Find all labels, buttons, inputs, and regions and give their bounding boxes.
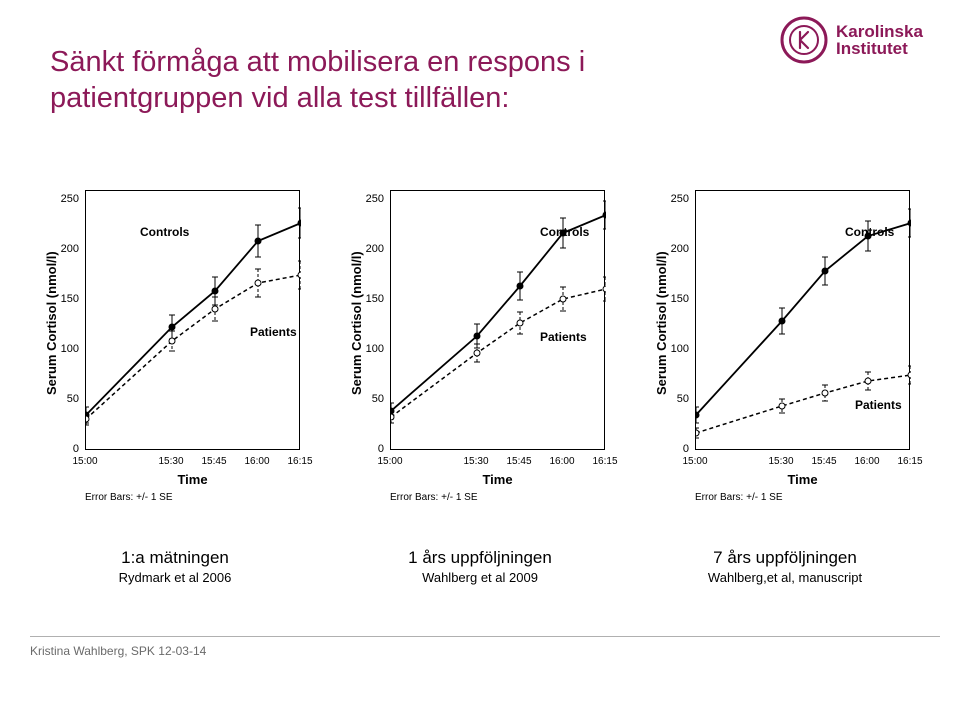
patients-label: Patients	[250, 325, 297, 339]
y-axis-label: Serum Cortisol (nmol/l)	[44, 251, 59, 395]
y-tick-label: 150	[55, 293, 79, 305]
y-tick-label: 150	[360, 293, 384, 305]
caption-3: 7 års uppföljningen Wahlberg,et al, manu…	[640, 548, 930, 585]
y-tick-label: 50	[665, 393, 689, 405]
caption-1: 1:a mätningen Rydmark et al 2006	[30, 548, 320, 585]
error-bar-note: Error Bars: +/- 1 SE	[390, 492, 478, 503]
caption-2-main: 1 års uppföljningen	[335, 548, 625, 568]
x-tick-label: 15:00	[677, 456, 713, 467]
x-tick-label: 16:00	[849, 456, 885, 467]
y-tick-label: 250	[55, 193, 79, 205]
y-tick-label: 0	[665, 443, 689, 455]
x-tick-label: 15:45	[501, 456, 537, 467]
slide-title: Sänkt förmåga att mobilisera en respons …	[50, 44, 750, 117]
x-tick-label: 15:30	[763, 456, 799, 467]
x-tick-label: 15:45	[196, 456, 232, 467]
caption-1-main: 1:a mätningen	[30, 548, 320, 568]
y-axis-label: Serum Cortisol (nmol/l)	[349, 251, 364, 395]
caption-2: 1 års uppföljningen Wahlberg et al 2009	[335, 548, 625, 585]
y-tick-label: 100	[55, 343, 79, 355]
controls-label: Controls	[140, 225, 189, 239]
chart-captions: 1:a mätningen Rydmark et al 2006 1 års u…	[30, 548, 930, 585]
caption-1-sub: Rydmark et al 2006	[30, 570, 320, 585]
x-tick-label: 15:30	[458, 456, 494, 467]
y-tick-label: 100	[665, 343, 689, 355]
y-tick-label: 200	[665, 243, 689, 255]
patients-label: Patients	[855, 398, 902, 412]
y-axis-label: Serum Cortisol (nmol/l)	[654, 251, 669, 395]
caption-2-sub: Wahlberg et al 2009	[335, 570, 625, 585]
caption-3-main: 7 års uppföljningen	[640, 548, 930, 568]
y-tick-label: 250	[360, 193, 384, 205]
controls-label: Controls	[845, 225, 894, 239]
x-tick-label: 15:00	[67, 456, 103, 467]
controls-label: Controls	[540, 225, 589, 239]
x-tick-label: 16:00	[239, 456, 275, 467]
patients-label: Patients	[540, 330, 587, 344]
x-tick-label: 16:15	[587, 456, 623, 467]
x-tick-label: 16:15	[282, 456, 318, 467]
plot-area	[85, 190, 300, 450]
x-tick-label: 15:00	[372, 456, 408, 467]
y-tick-label: 0	[55, 443, 79, 455]
footer-text: Kristina Wahlberg, SPK 12-03-14	[30, 644, 206, 658]
chart-2: Serum Cortisol (nmol/l) 0 50 100 150 200 250 15…	[335, 180, 625, 520]
chart-1: Serum Cortisol (nmol/l) 0 50 100 150 200 250 15…	[30, 180, 320, 520]
x-tick-label: 16:00	[544, 456, 580, 467]
x-axis-label: Time	[695, 472, 910, 487]
x-tick-label: 15:45	[806, 456, 842, 467]
logo-line2: Institutet	[836, 40, 923, 57]
y-tick-label: 250	[665, 193, 689, 205]
charts-row: Serum Cortisol (nmol/l) 0 50 100 150 200 250 15…	[30, 180, 930, 520]
y-tick-label: 200	[360, 243, 384, 255]
y-tick-label: 200	[55, 243, 79, 255]
error-bar-note: Error Bars: +/- 1 SE	[85, 492, 173, 503]
y-tick-label: 0	[360, 443, 384, 455]
logo-line1: Karolinska	[836, 23, 923, 40]
y-tick-label: 150	[665, 293, 689, 305]
x-tick-label: 16:15	[892, 456, 928, 467]
footer-divider	[30, 636, 940, 637]
error-bar-note: Error Bars: +/- 1 SE	[695, 492, 783, 503]
caption-3-sub: Wahlberg,et al, manuscript	[640, 570, 930, 585]
chart-svg	[86, 191, 301, 451]
x-tick-label: 15:30	[153, 456, 189, 467]
ki-logo: Karolinska Institutet	[780, 10, 940, 70]
chart-3: Serum Cortisol (nmol/l) 0 50 100 150 200 250 15…	[640, 180, 930, 520]
x-axis-label: Time	[85, 472, 300, 487]
y-tick-label: 50	[55, 393, 79, 405]
y-tick-label: 100	[360, 343, 384, 355]
ki-seal-icon	[780, 16, 828, 64]
y-tick-label: 50	[360, 393, 384, 405]
x-axis-label: Time	[390, 472, 605, 487]
